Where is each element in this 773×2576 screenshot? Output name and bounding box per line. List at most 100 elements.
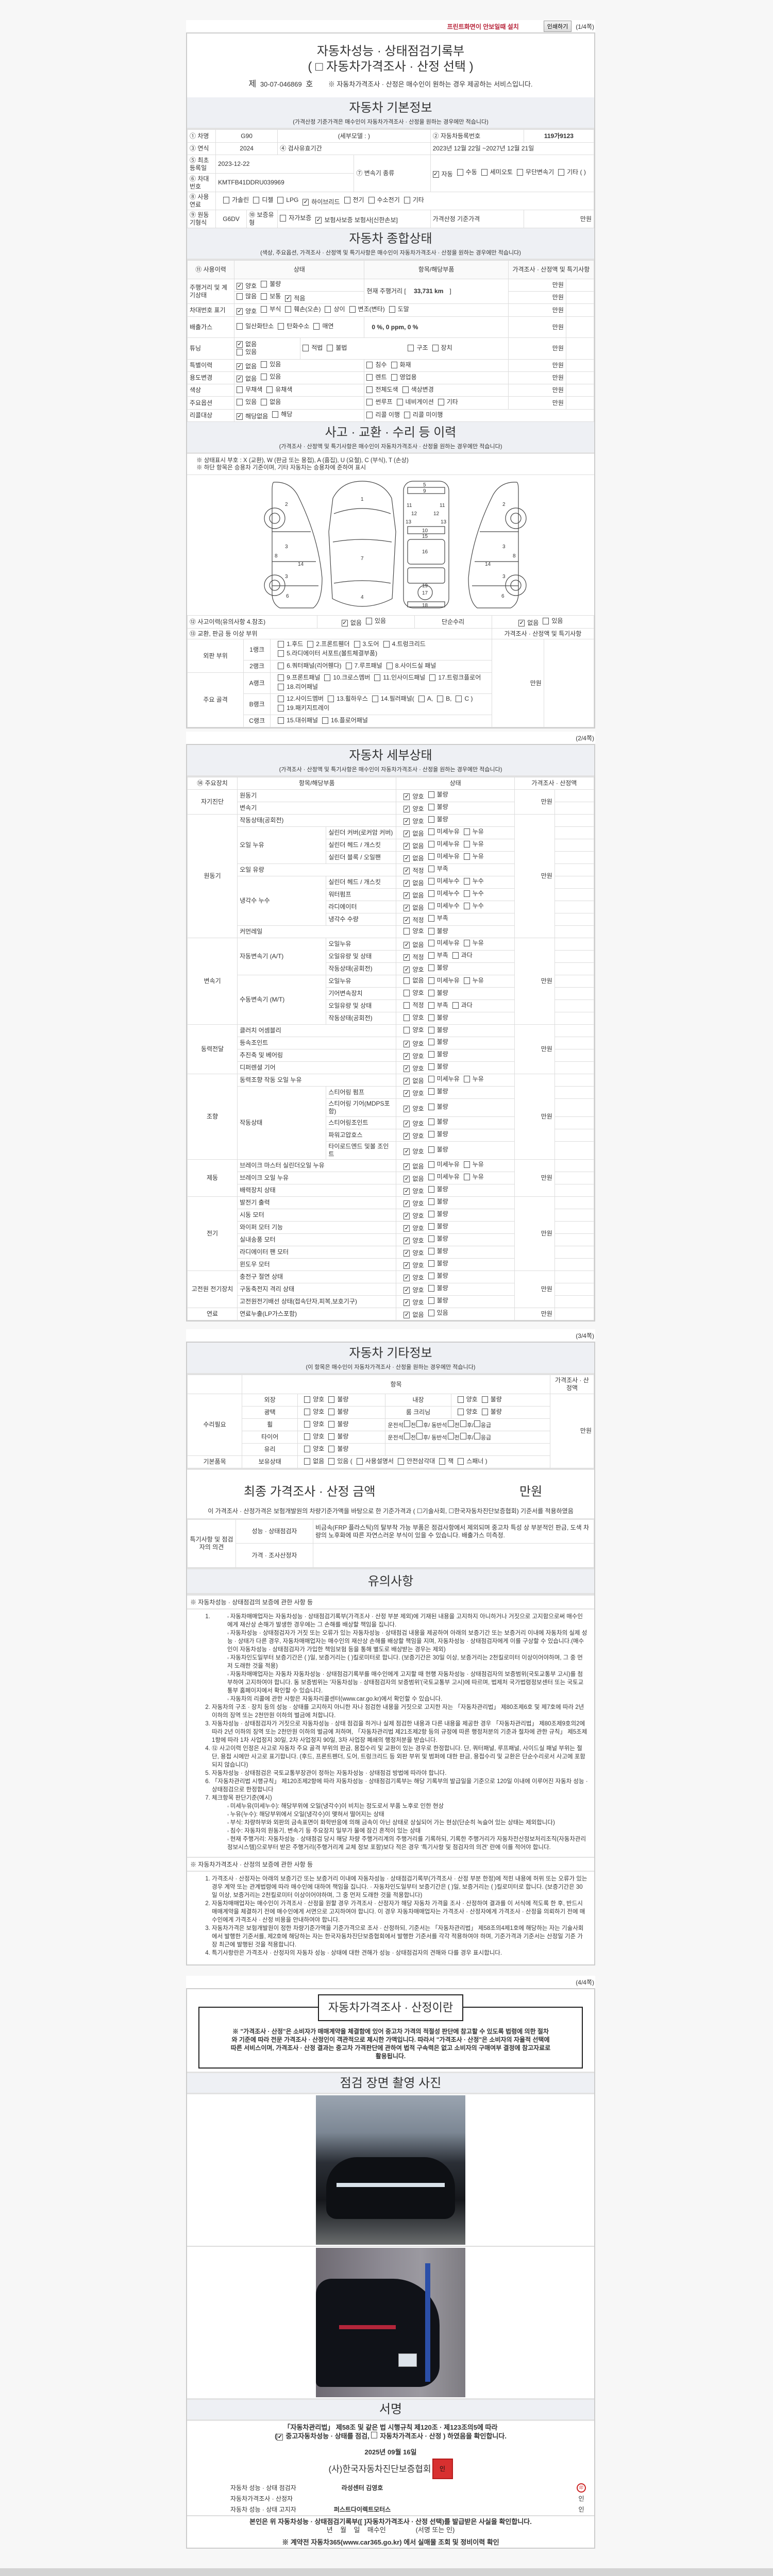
checkbox-checked-icon[interactable]: ✓ [404, 1299, 410, 1306]
checkbox-empty-icon[interactable] [428, 1014, 434, 1021]
checkbox-checked-icon[interactable]: ✓ [404, 1287, 410, 1294]
checkbox-empty-icon[interactable] [458, 1458, 464, 1465]
checkbox-empty-icon[interactable] [328, 696, 334, 702]
checkbox-option[interactable]: ✓ 양호 [404, 1274, 424, 1282]
checkbox-option[interactable]: ✓ 없음 [404, 855, 424, 862]
checkbox-empty-icon[interactable] [428, 1285, 434, 1292]
checkbox-option[interactable]: 무채색 [237, 386, 262, 394]
checkbox-option[interactable]: 미세누수 [428, 902, 460, 910]
checkbox-option[interactable]: 3.도어 [354, 640, 379, 648]
checkbox-empty-icon[interactable] [428, 1235, 434, 1242]
checkbox-option[interactable]: 세미오토 [481, 168, 513, 176]
checkbox-option[interactable]: 부족 [428, 952, 448, 959]
checkbox-option[interactable]: 불량 [428, 1210, 448, 1218]
checkbox-empty-icon[interactable] [354, 641, 360, 648]
checkbox-option[interactable]: ✓ 없음 [237, 363, 257, 370]
checkbox-option[interactable]: ✓ 양호 [404, 1249, 424, 1257]
checkbox-option[interactable]: 불량 [328, 1396, 348, 1403]
checkbox-option[interactable]: 누유 [463, 840, 484, 848]
checkbox-option[interactable]: ✓ 적음 [285, 295, 305, 302]
checkbox-option[interactable]: ✓ 없음 [404, 1077, 424, 1085]
checkbox-empty-icon[interactable] [428, 1198, 434, 1205]
checkbox-option[interactable]: 불량 [428, 791, 448, 799]
checkbox-option[interactable]: ✓ 양호 [404, 1040, 424, 1048]
checkbox-option[interactable]: 미세누유 [428, 828, 460, 836]
checkbox-checked-icon[interactable]: ✓ [404, 1312, 410, 1318]
checkbox-empty-icon[interactable] [344, 196, 350, 204]
checkbox-option[interactable]: 불량 [428, 1198, 448, 1206]
checkbox-empty-icon[interactable] [349, 306, 356, 313]
checkbox-checked-icon[interactable]: ✓ [404, 1200, 410, 1207]
checkbox-option[interactable]: 누유 [463, 939, 484, 947]
checkbox-empty-icon[interactable] [474, 1420, 480, 1427]
checkbox-empty-icon[interactable] [404, 1014, 410, 1021]
checkbox-option[interactable]: 불량 [428, 1038, 448, 1046]
checkbox-option[interactable]: 누유 [463, 1173, 484, 1181]
checkbox-option[interactable]: 수소전기 [368, 196, 400, 204]
checkbox-option[interactable]: ✓ 없음 [404, 941, 424, 949]
checkbox-option[interactable]: 19.패키지트레이 [278, 704, 329, 712]
checkbox-empty-icon[interactable] [428, 1039, 434, 1045]
checkbox-empty-icon[interactable] [428, 977, 434, 984]
checkbox-empty-icon[interactable] [543, 617, 549, 624]
checkbox-option[interactable]: 9.프론트패널 [278, 674, 320, 682]
checkbox-option[interactable]: ✓ 양호 [404, 1262, 424, 1269]
inspection-photo-front[interactable] [316, 2095, 465, 2245]
checkbox-empty-icon[interactable] [237, 386, 243, 393]
checkbox-empty-icon[interactable] [437, 696, 444, 702]
checkbox-empty-icon[interactable] [428, 816, 434, 823]
checkbox-empty-icon[interactable] [456, 696, 462, 702]
checkbox-option[interactable]: 불량 [428, 989, 448, 997]
checkbox-option[interactable]: 미세누수 [428, 890, 460, 897]
checkbox-checked-icon[interactable]: ✓ [404, 806, 410, 812]
checkbox-empty-icon[interactable] [460, 1432, 466, 1439]
checkbox-option[interactable]: ✓ 양호 [404, 1225, 424, 1232]
checkbox-option[interactable]: 불량 [428, 1014, 448, 1022]
checkbox-option[interactable]: 과다 [452, 952, 473, 959]
checkbox-empty-icon[interactable] [328, 1420, 335, 1428]
checkbox-empty-icon[interactable] [428, 1002, 434, 1009]
checkbox-option[interactable]: 불량 [328, 1420, 348, 1428]
checkbox-empty-icon[interactable] [463, 828, 470, 835]
checkbox-empty-icon[interactable] [429, 674, 436, 681]
checkbox-empty-icon[interactable] [428, 878, 434, 885]
checkbox-empty-icon[interactable] [304, 1458, 311, 1465]
checkbox-option[interactable]: ✓ 없음 [404, 904, 424, 912]
checkbox-option[interactable]: ✓ 양호 [404, 1148, 424, 1156]
checkbox-option[interactable]: B, [437, 695, 451, 703]
checkbox-empty-icon[interactable] [438, 399, 444, 405]
checkbox-option[interactable]: 훼손(오손) [285, 306, 321, 313]
checkbox-checked-icon[interactable]: ✓ [404, 1053, 410, 1060]
checkbox-option[interactable]: 불량 [428, 1026, 448, 1034]
checkbox-option[interactable]: 불량 [481, 1396, 502, 1403]
checkbox-empty-icon[interactable] [428, 903, 434, 909]
checkbox-empty-icon[interactable] [404, 1026, 410, 1033]
checkbox-option[interactable]: 침수 [366, 361, 387, 369]
checkbox-option[interactable]: ✓ 양호 [404, 1090, 424, 1097]
checkbox-option[interactable]: ✓ 양호 [404, 805, 424, 813]
checkbox-option[interactable]: LPG [277, 196, 298, 204]
checkbox-checked-icon[interactable]: ✓ [303, 198, 309, 206]
checkbox-option[interactable]: 불량 [428, 1260, 448, 1267]
checkbox-empty-icon[interactable] [428, 1223, 434, 1230]
checkbox-option[interactable]: 상이 [325, 306, 345, 313]
checkbox-empty-icon[interactable] [391, 361, 397, 368]
checkbox-empty-icon[interactable] [261, 361, 267, 368]
checkbox-option[interactable]: ✓ 양호 [404, 1286, 424, 1294]
checkbox-option[interactable]: 양호 [404, 989, 424, 997]
checkbox-option[interactable]: 잭 [439, 1458, 453, 1465]
checkbox-option[interactable]: 영업용 [391, 374, 417, 381]
checkbox-option[interactable]: 미세누유 [428, 1075, 460, 1083]
checkbox-option[interactable]: 불량 [428, 803, 448, 811]
checkbox-option[interactable]: 불량 [428, 1063, 448, 1071]
checkbox-option[interactable]: 5.라디에이터 서포트(볼트체결부품) [278, 650, 377, 657]
checkbox-empty-icon[interactable] [304, 1408, 311, 1415]
checkbox-option[interactable]: C ) [456, 695, 473, 703]
checkbox-empty-icon[interactable] [404, 977, 410, 984]
checkbox-option[interactable]: 가솔린 [223, 196, 249, 204]
checkbox-empty-icon[interactable] [304, 1396, 311, 1403]
checkbox-option[interactable]: 과다 [452, 1002, 473, 1009]
checkbox-empty-icon[interactable] [356, 1458, 363, 1465]
checkbox-option[interactable]: 기타 [404, 196, 424, 204]
checkbox-option[interactable]: 양호 [457, 1396, 478, 1403]
